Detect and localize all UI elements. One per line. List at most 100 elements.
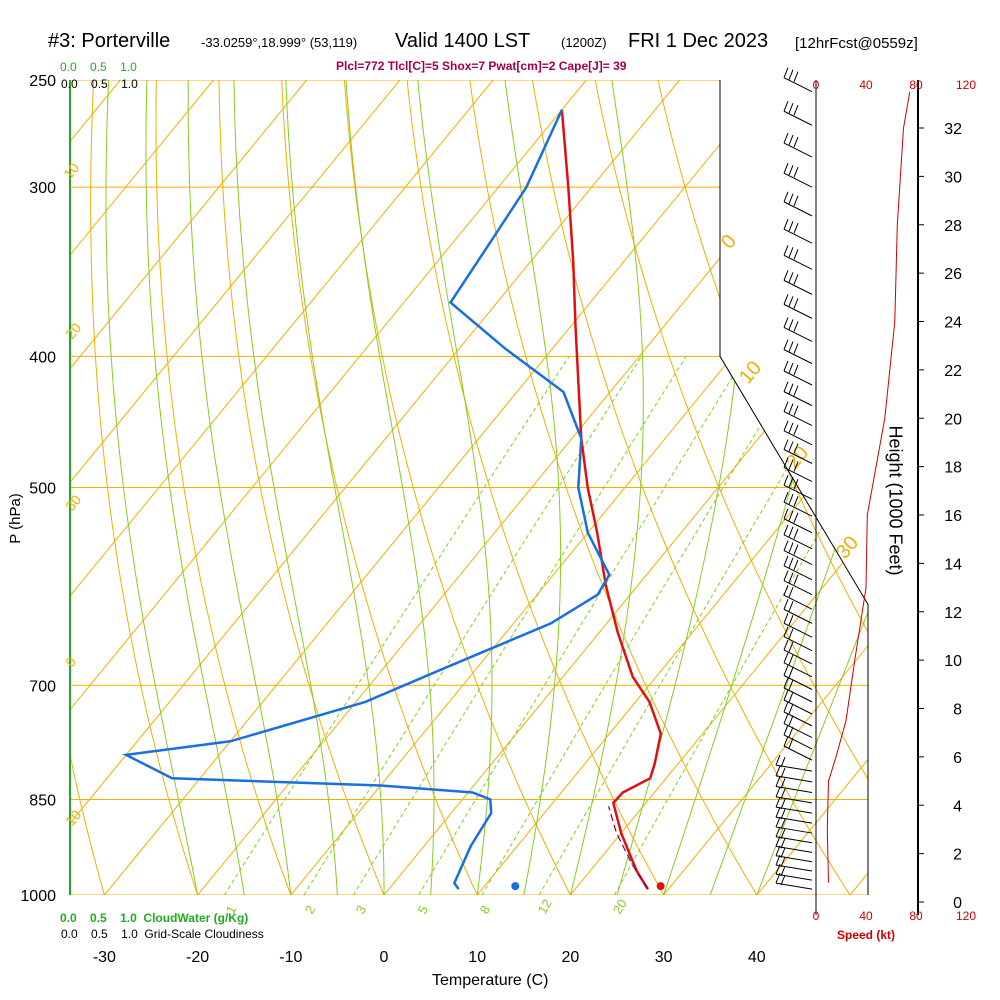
wind-barb-flag xyxy=(775,765,781,777)
wind-barb-flag xyxy=(788,441,794,452)
wind-barb-flag xyxy=(775,816,781,828)
wind-barb xyxy=(783,420,813,446)
wind-barb xyxy=(783,360,813,386)
moist-adiabat xyxy=(187,80,292,895)
dry-adiabat xyxy=(90,80,208,895)
wind-barb-flag xyxy=(793,495,799,507)
pressure-tick-label: 850 xyxy=(29,792,56,809)
wind-barb-flag xyxy=(788,510,794,521)
isotherm-line xyxy=(70,80,680,895)
wind-barb-staff xyxy=(775,764,813,772)
moist-adiabat xyxy=(569,80,644,895)
wind-barb-flag xyxy=(783,101,789,112)
wind-barb xyxy=(775,786,813,804)
height-tick-label: 8 xyxy=(953,702,962,719)
height-tick-label: 32 xyxy=(944,121,962,138)
moist-adiabat xyxy=(284,80,385,895)
mixing-ratio-line xyxy=(223,356,570,895)
dewpoint-line xyxy=(121,109,611,890)
wind-barb-flag xyxy=(793,343,799,354)
cloudiness-bottom-legend: 0.0 0.5 1.0 Grid-Scale Cloudiness xyxy=(61,927,264,941)
wind-barb xyxy=(783,724,813,750)
wind-barb-staff xyxy=(783,723,813,738)
temperature-tick-label: 30 xyxy=(655,949,673,966)
wind-barb xyxy=(783,689,813,715)
wind-barb xyxy=(775,765,813,783)
wind-barb-flag xyxy=(783,626,789,637)
wind-barb-flag xyxy=(793,167,799,178)
moist-adiabat xyxy=(344,80,435,895)
wind-barb-staff xyxy=(775,864,813,872)
wind-barb xyxy=(783,508,813,534)
speed-tick-label: 0 xyxy=(813,909,820,923)
wind-barb-flag xyxy=(783,67,789,78)
height-tick-label: 14 xyxy=(944,556,962,573)
wind-barb-flag xyxy=(788,69,794,80)
wind-barb-flag xyxy=(788,526,794,538)
wind-barb xyxy=(783,713,813,738)
wind-barb-flag xyxy=(788,272,794,283)
mixing-ratio-label: 8 xyxy=(477,903,494,917)
title-valid: Valid 1400 LST xyxy=(395,30,531,52)
wind-barb-flag xyxy=(788,362,794,374)
wind-barb xyxy=(783,524,813,550)
wind-barb-flag xyxy=(793,195,799,207)
wind-barb-staff xyxy=(783,411,813,427)
wind-barb-flag xyxy=(775,754,781,766)
wind-barb-flag xyxy=(788,341,794,352)
isotherm-line xyxy=(70,80,308,895)
wind-barb-flag xyxy=(783,219,789,230)
wind-barb-flag xyxy=(793,321,799,332)
wind-barb xyxy=(783,735,813,761)
wind-barb-staff xyxy=(783,279,813,295)
isotherm-line xyxy=(70,80,494,895)
wind-barb-flag xyxy=(783,360,789,372)
wind-barb-flag xyxy=(788,319,794,330)
pressure-tick-label: 250 xyxy=(29,73,56,90)
wind-barb-staff xyxy=(783,391,813,407)
wind-barb-flag xyxy=(793,424,799,436)
wind-barb-flag xyxy=(783,689,789,701)
pressure-tick-label: 700 xyxy=(29,678,56,695)
parcel-line xyxy=(608,806,649,890)
dry-adiabat xyxy=(218,80,397,895)
wind-barb xyxy=(783,191,813,217)
moist-adiabat xyxy=(501,80,562,895)
wind-barb-flag xyxy=(783,713,789,724)
wind-barb-flag xyxy=(788,587,794,598)
title-station: #3: Porterville xyxy=(48,30,171,52)
wind-barb-staff xyxy=(783,201,813,217)
wind-barb-flag xyxy=(793,559,799,570)
wind-barb-flag xyxy=(783,294,789,305)
wind-barb xyxy=(775,754,813,772)
isotherm-line xyxy=(70,80,401,895)
pressure-tick-label: 1000 xyxy=(20,888,56,905)
wind-barb-flag xyxy=(788,641,794,653)
mixing-ratio-line xyxy=(481,356,803,895)
height-tick-label: 22 xyxy=(944,363,962,380)
wind-barb-staff xyxy=(783,110,813,126)
pressure-tick-label: 500 xyxy=(29,481,56,498)
temperature-tick-label: 40 xyxy=(748,949,766,966)
temperature-line xyxy=(560,109,663,890)
dry-adiabat xyxy=(528,80,868,895)
wind-barb xyxy=(783,665,813,690)
wind-barb xyxy=(783,652,813,678)
temperature-tick-label: -30 xyxy=(93,949,116,966)
wind-barb-staff xyxy=(783,518,813,534)
height-tick-label: 10 xyxy=(944,653,962,670)
wind-barb xyxy=(783,639,813,665)
wind-barb-flag xyxy=(788,703,794,715)
title-utc: (1200Z) xyxy=(561,35,607,50)
dry-adiabat xyxy=(0,56,18,924)
wind-barb xyxy=(775,845,813,863)
height-tick-label: 20 xyxy=(944,411,962,428)
wind-barb-staff xyxy=(783,636,813,652)
wind-barb xyxy=(783,570,813,596)
wind-barb-flag xyxy=(788,654,794,666)
wind-barb xyxy=(783,245,813,270)
wind-barb xyxy=(783,701,813,727)
wind-barb-flag xyxy=(788,667,794,678)
wind-barb-flag xyxy=(788,615,794,626)
speed-tick-label: 40 xyxy=(859,78,873,92)
